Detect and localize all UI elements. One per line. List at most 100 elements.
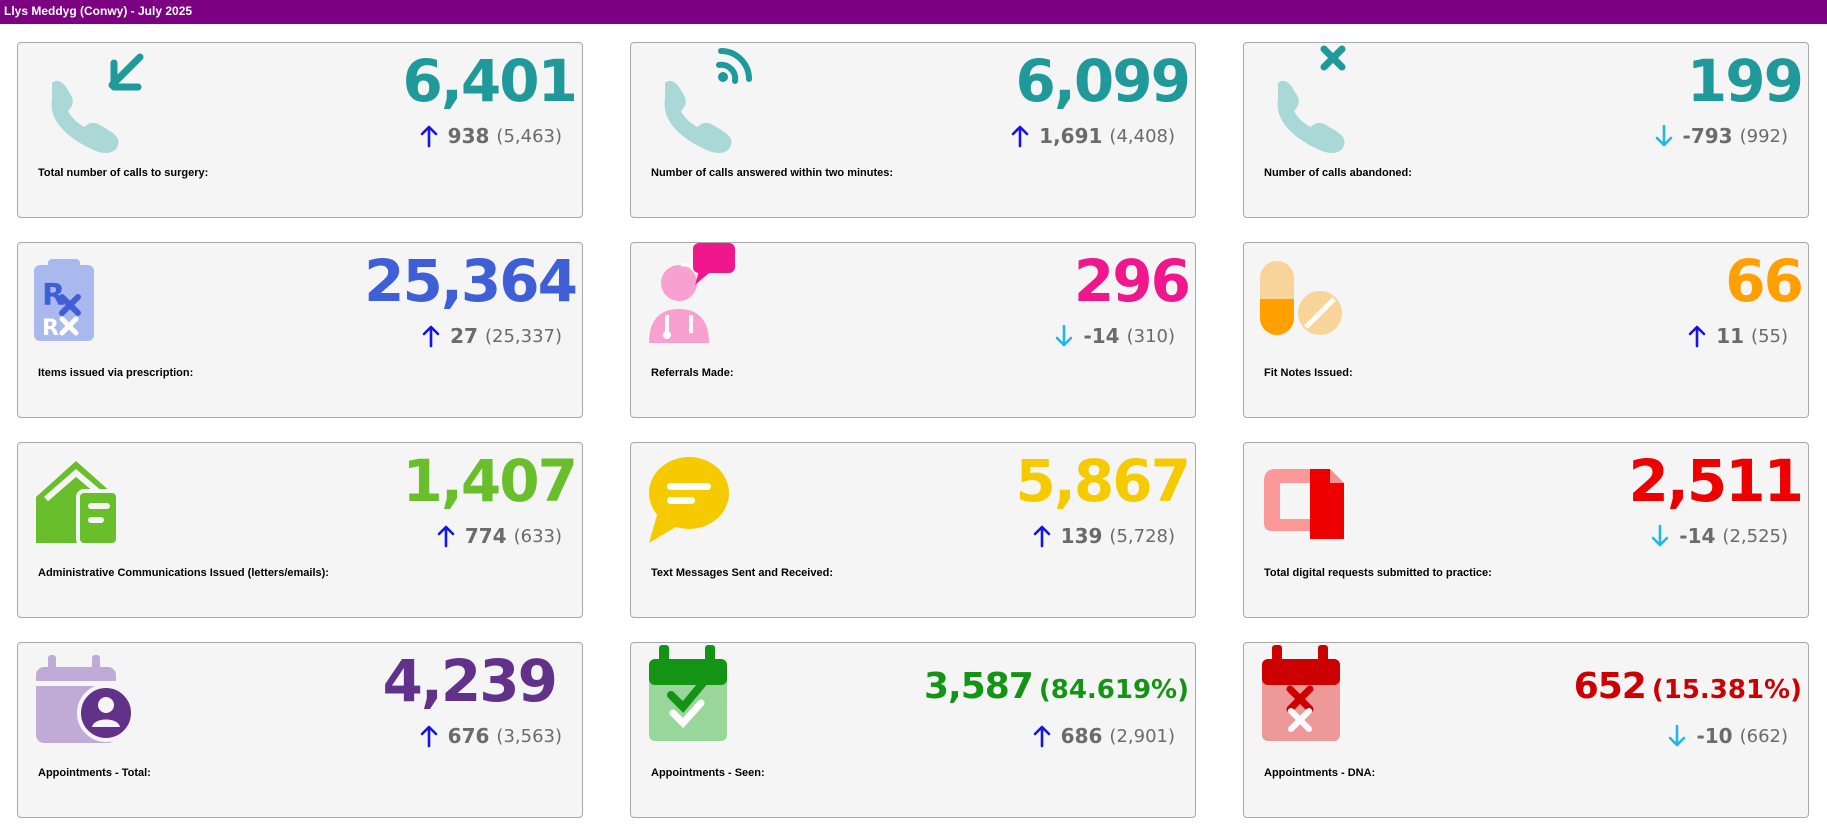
phone-ringing-icon bbox=[645, 43, 775, 153]
kpi-change: 676 (3,563) bbox=[420, 721, 562, 751]
kpi-card-total-number-of-calls-to-surgery: 6,401 938 (5,463) Total number of calls to … bbox=[17, 42, 583, 218]
house-letter-icon bbox=[32, 443, 162, 553]
kpi-previous-value: (3,563) bbox=[496, 725, 562, 747]
kpi-change: -14 (2,525) bbox=[1651, 521, 1788, 551]
kpi-label: Total number of calls to surgery: bbox=[38, 167, 209, 179]
arrow-up-icon bbox=[1688, 324, 1706, 348]
kpi-previous-value: (662) bbox=[1739, 725, 1788, 747]
kpi-delta: 676 bbox=[447, 724, 490, 748]
kpi-label: Items issued via prescription: bbox=[38, 367, 194, 379]
kpi-label: Appointments - DNA: bbox=[1264, 767, 1376, 779]
svg-text:R: R bbox=[42, 278, 65, 313]
kpi-value: 66 bbox=[1725, 245, 1804, 317]
kpi-value: 6,099 bbox=[1015, 45, 1191, 117]
kpi-change: 1,691 (4,408) bbox=[1011, 121, 1175, 151]
kpi-label: Administrative Communications Issued (le… bbox=[38, 567, 329, 579]
kpi-change: 774 (633) bbox=[437, 521, 562, 551]
kpi-value-number: 3,587 bbox=[923, 666, 1034, 707]
kpi-value-number: 6,099 bbox=[1015, 47, 1191, 115]
kpi-delta: 1,691 bbox=[1039, 124, 1103, 148]
kpi-previous-value: (5,728) bbox=[1109, 525, 1175, 547]
kpi-value: 5,867 bbox=[1015, 445, 1191, 517]
arrow-up-icon bbox=[422, 324, 440, 348]
kpi-value: 4,239 bbox=[382, 645, 558, 717]
kpi-card-text-messages-sent-and-received: 5,867 139 (5,728) Text Messages Sent and Re… bbox=[630, 442, 1196, 618]
arrow-up-icon bbox=[420, 724, 438, 748]
kpi-previous-value: (992) bbox=[1739, 125, 1788, 147]
kpi-value-number: 5,867 bbox=[1015, 447, 1191, 515]
kpi-value-number: 2,511 bbox=[1628, 447, 1804, 515]
kpi-change: 11 (55) bbox=[1688, 321, 1788, 351]
arrow-up-icon bbox=[437, 524, 455, 548]
kpi-card-items-issued-via-prescription: R R 25,364 27 (25,337) Items issued via pre… bbox=[17, 242, 583, 418]
kpi-value: 199 bbox=[1686, 45, 1804, 117]
kpi-card-administrative-communications-issued-letters-emails: 1,407 774 (633) Administrative Communicatio… bbox=[17, 442, 583, 618]
calendar-user-icon bbox=[32, 643, 162, 753]
kpi-card-referrals-made: 296 -14 (310) Referrals Made: bbox=[630, 242, 1196, 418]
kpi-previous-value: (25,337) bbox=[484, 325, 562, 347]
calendar-check-icon bbox=[645, 643, 775, 753]
kpi-label: Number of calls abandoned: bbox=[1264, 167, 1412, 179]
kpi-value-number: 1,407 bbox=[402, 447, 578, 515]
kpi-change: -14 (310) bbox=[1055, 321, 1175, 351]
kpi-delta: -14 bbox=[1083, 324, 1120, 348]
kpi-previous-value: (5,463) bbox=[496, 125, 562, 147]
arrow-up-icon bbox=[420, 124, 438, 148]
arrow-up-icon bbox=[1033, 724, 1051, 748]
kpi-label: Appointments - Seen: bbox=[651, 767, 765, 779]
kpi-change: -793 (992) bbox=[1655, 121, 1788, 151]
arrow-down-icon bbox=[1651, 524, 1669, 548]
kpi-card-appointments-dna: 652 (15.381%) -10 (662) Appointments - DNA: bbox=[1243, 642, 1809, 818]
svg-text:R: R bbox=[42, 316, 59, 341]
kpi-delta: -793 bbox=[1682, 124, 1733, 148]
arrow-down-icon bbox=[1668, 724, 1686, 748]
kpi-label: Appointments - Total: bbox=[38, 767, 151, 779]
arrow-up-icon bbox=[1011, 124, 1029, 148]
prescription-icon: R R bbox=[32, 243, 162, 353]
kpi-card-appointments-seen: 3,587 (84.619%) 686 (2,901) Appointments - S… bbox=[630, 642, 1196, 818]
kpi-delta: 11 bbox=[1716, 324, 1745, 348]
kpi-previous-value: (310) bbox=[1126, 325, 1175, 347]
arrow-up-icon bbox=[1033, 524, 1051, 548]
arrow-down-icon bbox=[1055, 324, 1073, 348]
kpi-previous-value: (633) bbox=[513, 525, 562, 547]
kpi-delta: 774 bbox=[464, 524, 507, 548]
kpi-previous-value: (4,408) bbox=[1109, 125, 1175, 147]
chat-bubble-icon bbox=[645, 443, 775, 553]
kpi-card-number-of-calls-abandoned: 199 -793 (992) Number of calls abandoned: bbox=[1243, 42, 1809, 218]
kpi-label: Text Messages Sent and Received: bbox=[651, 567, 833, 579]
kpi-value-number: 4,239 bbox=[382, 647, 558, 715]
kpi-delta: 139 bbox=[1060, 524, 1103, 548]
kpi-delta: 938 bbox=[447, 124, 490, 148]
kpi-delta: -14 bbox=[1679, 524, 1716, 548]
kpi-change: 27 (25,337) bbox=[422, 321, 562, 351]
kpi-value: 25,364 bbox=[364, 245, 578, 317]
kpi-value-percent: (15.381%) bbox=[1651, 675, 1802, 705]
pills-icon bbox=[1258, 243, 1388, 353]
digital-request-icon bbox=[1258, 443, 1388, 553]
kpi-value-number: 199 bbox=[1686, 47, 1804, 115]
kpi-value: 3,587 (84.619%) bbox=[924, 661, 1189, 716]
kpi-change: 938 (5,463) bbox=[420, 121, 562, 151]
kpi-label: Fit Notes Issued: bbox=[1264, 367, 1353, 379]
kpi-delta: 27 bbox=[450, 324, 478, 348]
kpi-previous-value: (55) bbox=[1751, 325, 1788, 347]
arrow-down-icon bbox=[1655, 124, 1673, 148]
kpi-value: 652 (15.381%) bbox=[1574, 661, 1802, 716]
kpi-value-number: 296 bbox=[1073, 247, 1191, 315]
kpi-label: Referrals Made: bbox=[651, 367, 734, 379]
kpi-value: 6,401 bbox=[403, 45, 578, 117]
kpi-card-total-digital-requests-submitted-to-practice: 2,511 -14 (2,525) Total digital requests su… bbox=[1243, 442, 1809, 618]
kpi-previous-value: (2,901) bbox=[1109, 725, 1175, 747]
kpi-card-number-of-calls-answered-within-two-minutes: 6,099 1,691 (4,408) Number of calls answere… bbox=[630, 42, 1196, 218]
phone-missed-icon bbox=[1258, 43, 1388, 153]
phone-incoming-icon bbox=[32, 43, 162, 153]
kpi-card-appointments-total: 4,239 676 (3,563) Appointments - Total: bbox=[17, 642, 583, 818]
doctor-referral-icon bbox=[645, 243, 775, 353]
kpi-change: 686 (2,901) bbox=[1033, 721, 1175, 751]
kpi-value: 296 bbox=[1073, 245, 1191, 317]
kpi-value-number: 25,364 bbox=[364, 247, 578, 315]
kpi-value-percent: (84.619%) bbox=[1038, 675, 1189, 705]
kpi-value-number: 652 bbox=[1573, 666, 1647, 707]
kpi-value-number: 66 bbox=[1725, 247, 1804, 315]
